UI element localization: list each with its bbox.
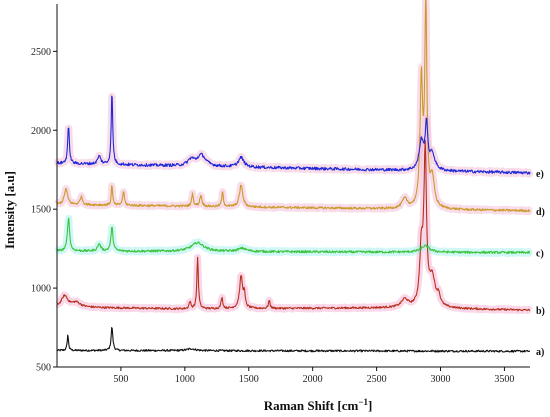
series-label-e: e) <box>536 169 544 180</box>
y-tick-label: 500 <box>36 363 51 374</box>
x-tick-label: 1500 <box>239 374 259 385</box>
series-labels: a) b) c) d) e) <box>536 169 545 358</box>
spectrum-lines <box>56 0 531 353</box>
y-tick-label: 2000 <box>31 126 51 137</box>
series-label-b: b) <box>536 306 545 317</box>
x-tick-label: 500 <box>113 374 128 385</box>
spectrum-shade-4 <box>53 92 534 178</box>
spectrum-line-b <box>56 139 531 312</box>
x-tick-label: 2500 <box>367 374 387 385</box>
spectrum-shade-2 <box>54 214 533 258</box>
y-tick-label: 1000 <box>31 284 51 295</box>
spectrum-line-e <box>56 95 531 175</box>
x-tick-label: 2000 <box>303 374 323 385</box>
spectrum-shade-3 <box>54 0 533 216</box>
series-label-a: a) <box>536 347 544 358</box>
y-axis-label: Intensity [a.u] <box>2 171 17 249</box>
x-tick-label: 1000 <box>175 374 195 385</box>
series-label-c: c) <box>536 249 544 260</box>
y-tick-label: 2500 <box>31 47 51 58</box>
ticks: 500 1000 1500 2000 2500 3000 3500 500 1000 1500 20… <box>31 47 514 385</box>
y-tick-label: 1500 <box>31 205 51 216</box>
spectrum-shading <box>53 0 534 315</box>
x-axis-label: Raman Shift [cm−1] <box>264 397 373 413</box>
series-label-d: d) <box>536 207 545 218</box>
x-tick-label: 3000 <box>431 374 451 385</box>
spectrum-line-c <box>56 217 531 255</box>
x-tick-label: 3500 <box>494 374 514 385</box>
spectrum-line-a <box>56 327 531 353</box>
spectrum-line-d <box>56 0 531 213</box>
axes <box>56 4 530 368</box>
